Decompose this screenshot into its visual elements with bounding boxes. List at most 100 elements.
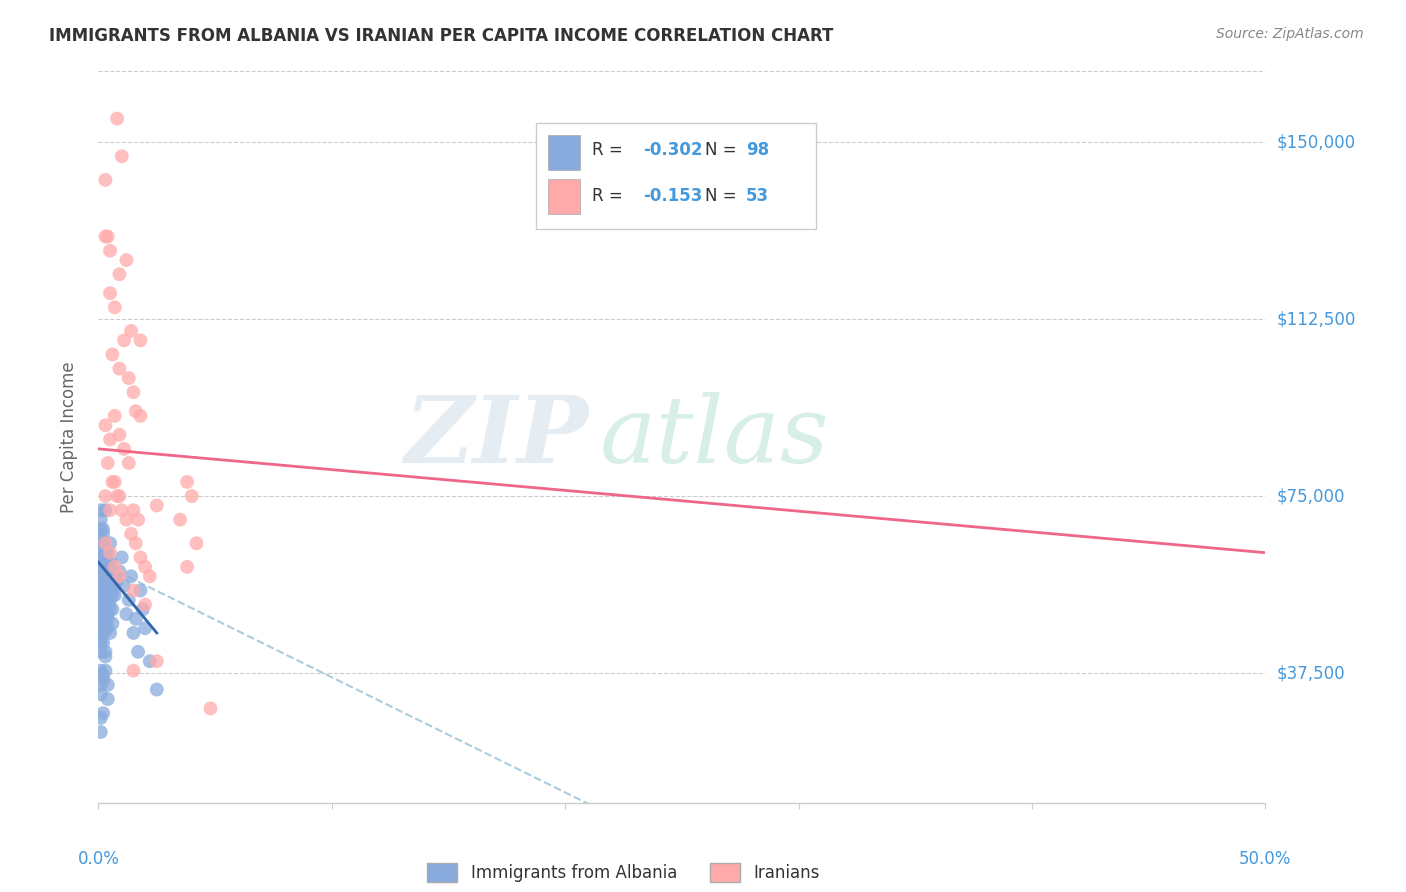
Point <box>90 631 112 645</box>
Point <box>101 616 124 631</box>
Point <box>94 588 117 602</box>
Point <box>98 574 121 588</box>
Point <box>129 409 152 423</box>
Point <box>108 569 131 583</box>
Point <box>122 385 145 400</box>
Point <box>105 574 128 588</box>
Point <box>90 645 112 659</box>
Point <box>94 418 117 433</box>
Point <box>94 583 117 598</box>
Point <box>105 112 128 126</box>
Point <box>115 513 138 527</box>
Point <box>120 569 142 583</box>
Point <box>122 626 145 640</box>
Text: 50.0%: 50.0% <box>1239 850 1292 868</box>
Point <box>90 513 112 527</box>
Point <box>97 598 120 612</box>
Point <box>146 499 169 513</box>
Point <box>101 347 124 361</box>
Point <box>91 526 114 541</box>
Point <box>90 678 112 692</box>
Point <box>91 536 114 550</box>
Point <box>139 654 162 668</box>
Point <box>134 621 156 635</box>
Point <box>94 503 117 517</box>
Text: $150,000: $150,000 <box>1277 133 1355 151</box>
Point <box>91 607 114 621</box>
Point <box>90 565 112 579</box>
Point <box>97 229 120 244</box>
Point <box>127 513 149 527</box>
Point <box>134 559 156 574</box>
Point <box>98 536 121 550</box>
Point <box>90 664 112 678</box>
Point <box>101 602 124 616</box>
Point <box>118 593 141 607</box>
Point <box>90 612 112 626</box>
Point <box>118 456 141 470</box>
Point <box>129 583 152 598</box>
Point <box>115 607 138 621</box>
Point <box>129 550 152 565</box>
Y-axis label: Per Capita Income: Per Capita Income <box>59 361 77 513</box>
Point <box>94 536 117 550</box>
Point <box>134 598 156 612</box>
Point <box>98 503 121 517</box>
Point <box>91 626 114 640</box>
Point <box>97 612 120 626</box>
Point <box>90 555 112 569</box>
Point <box>90 616 112 631</box>
Point <box>111 550 134 565</box>
Point <box>91 550 114 565</box>
Point <box>90 635 112 649</box>
Point <box>97 678 120 692</box>
Point <box>98 593 121 607</box>
Point <box>108 565 131 579</box>
Point <box>180 489 202 503</box>
Point <box>111 149 134 163</box>
Point <box>97 607 120 621</box>
Point <box>94 621 117 635</box>
Point <box>90 598 112 612</box>
Point <box>108 267 131 281</box>
Text: $37,500: $37,500 <box>1277 664 1346 682</box>
Point <box>90 569 112 583</box>
Point <box>101 579 124 593</box>
Point <box>94 645 117 659</box>
Point <box>108 361 131 376</box>
Point <box>90 725 112 739</box>
Text: R =: R = <box>592 186 628 204</box>
Point <box>129 334 152 348</box>
Point <box>120 324 142 338</box>
Point <box>118 371 141 385</box>
Text: N =: N = <box>706 141 742 160</box>
Point <box>90 583 112 598</box>
Point <box>90 607 112 621</box>
Text: -0.153: -0.153 <box>644 186 703 204</box>
Point <box>94 173 117 187</box>
Point <box>98 555 121 569</box>
Point <box>94 559 117 574</box>
Point <box>98 602 121 616</box>
Point <box>97 546 120 560</box>
Point <box>91 668 114 682</box>
Point <box>108 427 131 442</box>
Text: atlas: atlas <box>600 392 830 482</box>
Point <box>98 286 121 301</box>
Point <box>97 583 120 598</box>
Point <box>97 574 120 588</box>
Point <box>101 583 124 598</box>
Text: $112,500: $112,500 <box>1277 310 1355 328</box>
Point <box>112 579 135 593</box>
Point <box>104 409 127 423</box>
Point <box>101 588 124 602</box>
Point <box>98 546 121 560</box>
Point <box>104 569 127 583</box>
Point <box>91 541 114 555</box>
Point <box>122 664 145 678</box>
Point <box>90 593 112 607</box>
Point <box>94 229 117 244</box>
Text: 0.0%: 0.0% <box>77 850 120 868</box>
Text: N =: N = <box>706 186 742 204</box>
Point <box>90 687 112 701</box>
